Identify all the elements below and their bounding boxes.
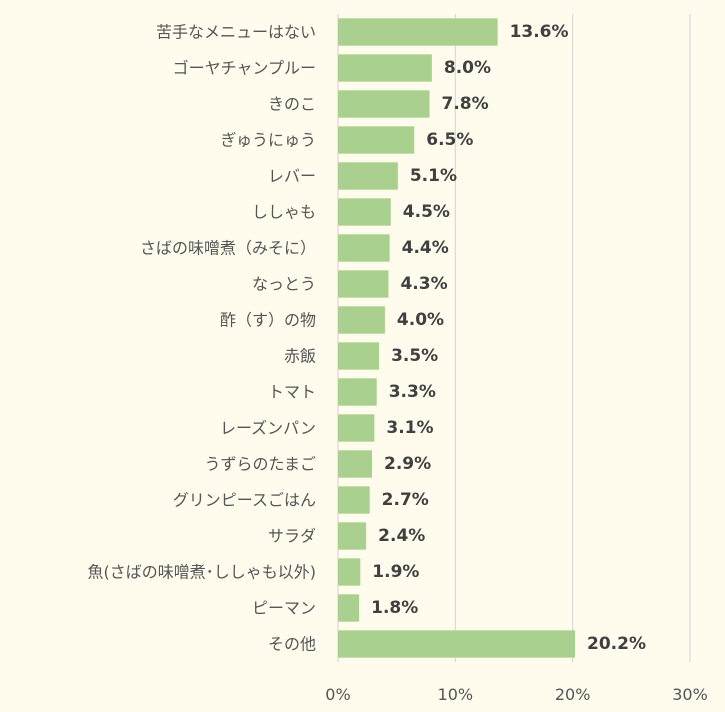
category-label: ゴーヤチャンプルー bbox=[173, 59, 316, 78]
bar bbox=[338, 162, 398, 190]
bar bbox=[338, 450, 373, 478]
x-tick-label: 0% bbox=[325, 685, 350, 704]
bar bbox=[338, 18, 498, 46]
gridlines bbox=[337, 14, 691, 662]
x-tick-label: 20% bbox=[555, 685, 591, 704]
value-label: 1.9% bbox=[372, 562, 419, 582]
bar bbox=[338, 126, 415, 154]
bar bbox=[338, 414, 375, 442]
category-label: レーズンパン bbox=[220, 419, 316, 438]
category-label: きのこ bbox=[268, 95, 316, 114]
category-label: トマト bbox=[268, 383, 316, 402]
x-tick-label: 30% bbox=[672, 685, 708, 704]
value-label: 8.0% bbox=[444, 58, 491, 78]
x-tick-label: 10% bbox=[438, 685, 474, 704]
category-label: 魚(さばの味噌煮･ししゃも以外) bbox=[88, 563, 317, 582]
value-label: 20.2% bbox=[587, 634, 646, 654]
bar bbox=[338, 378, 377, 406]
category-label: グリンピースごはん bbox=[173, 491, 316, 510]
category-label: さばの味噌煮（みそに） bbox=[140, 239, 316, 258]
category-labels: 苦手なメニューはないゴーヤチャンプルーきのこぎゅうにゅうレバーししゃもさばの味噌… bbox=[88, 23, 317, 654]
value-label: 7.8% bbox=[442, 94, 489, 114]
value-label: 5.1% bbox=[410, 166, 457, 186]
value-label: 4.4% bbox=[402, 238, 449, 258]
category-label: うずらのたまご bbox=[204, 455, 316, 474]
value-labels: 13.6% 8.0% 7.8% 6.5% 5.1% 4.5% 4.4% 4.3% 4.0% 3.5… bbox=[371, 22, 646, 654]
value-label: 3.3% bbox=[389, 382, 436, 402]
bar bbox=[338, 306, 385, 334]
bar bbox=[338, 558, 361, 586]
category-label: レバー bbox=[268, 167, 316, 186]
value-label: 4.5% bbox=[403, 202, 450, 222]
bar bbox=[338, 522, 367, 550]
category-label: その他 bbox=[268, 635, 316, 654]
value-label: 6.5% bbox=[426, 130, 473, 150]
value-label: 4.0% bbox=[397, 310, 444, 330]
category-label: 酢（す）の物 bbox=[220, 311, 316, 330]
bar bbox=[338, 198, 391, 226]
bar bbox=[338, 54, 432, 82]
bar bbox=[338, 486, 370, 514]
category-label: サラダ bbox=[268, 527, 316, 546]
category-label: ピーマン bbox=[252, 599, 316, 618]
bar bbox=[338, 270, 389, 298]
value-label: 13.6% bbox=[510, 22, 569, 42]
category-label: 赤飯 bbox=[284, 347, 316, 366]
value-label: 1.8% bbox=[371, 598, 418, 618]
category-label: ししゃも bbox=[252, 203, 316, 222]
category-label: なっとう bbox=[252, 275, 316, 294]
category-label: ぎゅうにゅう bbox=[220, 131, 316, 150]
value-label: 3.1% bbox=[386, 418, 433, 438]
value-label: 2.7% bbox=[382, 490, 429, 510]
bars bbox=[338, 18, 576, 658]
value-label: 4.3% bbox=[400, 274, 447, 294]
bar bbox=[338, 630, 576, 658]
value-label: 2.9% bbox=[384, 454, 431, 474]
bar bbox=[338, 594, 360, 622]
value-label: 3.5% bbox=[391, 346, 438, 366]
value-label: 2.4% bbox=[378, 526, 425, 546]
category-label: 苦手なメニューはない bbox=[156, 23, 316, 42]
x-axis-tick-labels: 0% 10% 20% 30% bbox=[325, 685, 707, 704]
bar bbox=[338, 342, 380, 370]
bar bbox=[338, 234, 390, 262]
bar bbox=[338, 90, 430, 118]
